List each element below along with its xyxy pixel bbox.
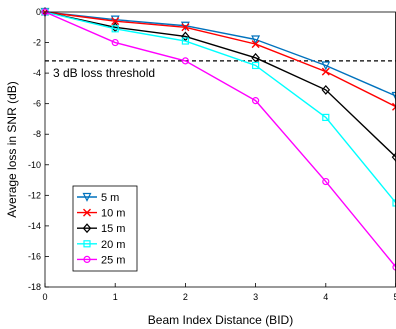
x-tick-label: 5 — [393, 292, 396, 302]
y-axis-label: Average loss in SNR (dB) — [5, 81, 19, 218]
y-tick-label: -6 — [33, 99, 41, 109]
data-point — [111, 38, 119, 47]
legend-entry: 25 m — [77, 254, 125, 266]
data-point — [392, 102, 396, 111]
data-point — [321, 67, 330, 76]
data-point — [181, 37, 189, 45]
tick-labels: 0-2-4-6-8-10-12-14-16-18012345 — [28, 7, 396, 302]
legend-marker — [82, 192, 92, 202]
data-point — [251, 52, 260, 63]
data-point — [252, 61, 260, 70]
series-line — [44, 11, 396, 97]
series-group — [40, 7, 396, 271]
data-point — [251, 40, 260, 49]
x-axis-label: Beam Index Distance (BID) — [148, 313, 293, 327]
data-point — [111, 17, 120, 26]
y-tick-label: 0 — [36, 7, 41, 17]
legend-marker — [82, 223, 92, 234]
legend-entry: 10 m — [77, 208, 125, 220]
series-line — [44, 11, 396, 108]
data-point — [181, 57, 189, 65]
y-tick-label: -10 — [28, 160, 41, 170]
legend-label: 20 m — [101, 239, 125, 251]
legend: 5 m 10 m 15 m 20 m 25 m — [72, 185, 138, 272]
legend-marker — [83, 240, 91, 248]
y-tick-label: -8 — [33, 129, 41, 139]
data-point — [251, 35, 261, 45]
threshold-label: 3 dB loss threshold — [53, 66, 155, 80]
series-line — [44, 11, 396, 268]
data-point — [321, 61, 331, 71]
series-line — [44, 11, 396, 204]
legend-entry: 20 m — [77, 239, 125, 251]
x-tick-label: 0 — [42, 292, 47, 302]
data-point — [391, 91, 396, 101]
legend-label: 5 m — [101, 192, 119, 204]
y-tick-label: -16 — [28, 251, 41, 261]
y-tick-label: -18 — [28, 282, 41, 292]
data-point — [252, 97, 260, 105]
x-tick-label: 3 — [253, 292, 258, 302]
y-tick-label: -4 — [33, 68, 41, 78]
legend-marker — [83, 255, 91, 263]
legend-label: 10 m — [101, 208, 125, 220]
x-tick-label: 2 — [183, 292, 188, 302]
data-point — [321, 85, 331, 95]
data-point — [392, 263, 396, 271]
legend-entry: 15 m — [77, 223, 125, 235]
y-tick-label: -12 — [28, 190, 41, 200]
data-point — [181, 23, 190, 32]
legend-label: 15 m — [101, 223, 125, 235]
data-point — [391, 152, 396, 163]
data-point — [392, 199, 396, 207]
legend-label: 25 m — [101, 254, 125, 266]
data-point — [111, 25, 119, 33]
legend-entry: 5 m — [77, 192, 119, 204]
x-tick-label: 4 — [323, 292, 328, 302]
series-20-m — [41, 8, 396, 207]
legend-marker — [83, 208, 91, 217]
series-line — [44, 11, 396, 158]
x-tick-label: 1 — [113, 292, 118, 302]
data-point — [322, 113, 330, 122]
y-tick-label: -14 — [28, 221, 41, 231]
data-point — [322, 177, 330, 186]
y-tick-label: -2 — [33, 38, 41, 48]
